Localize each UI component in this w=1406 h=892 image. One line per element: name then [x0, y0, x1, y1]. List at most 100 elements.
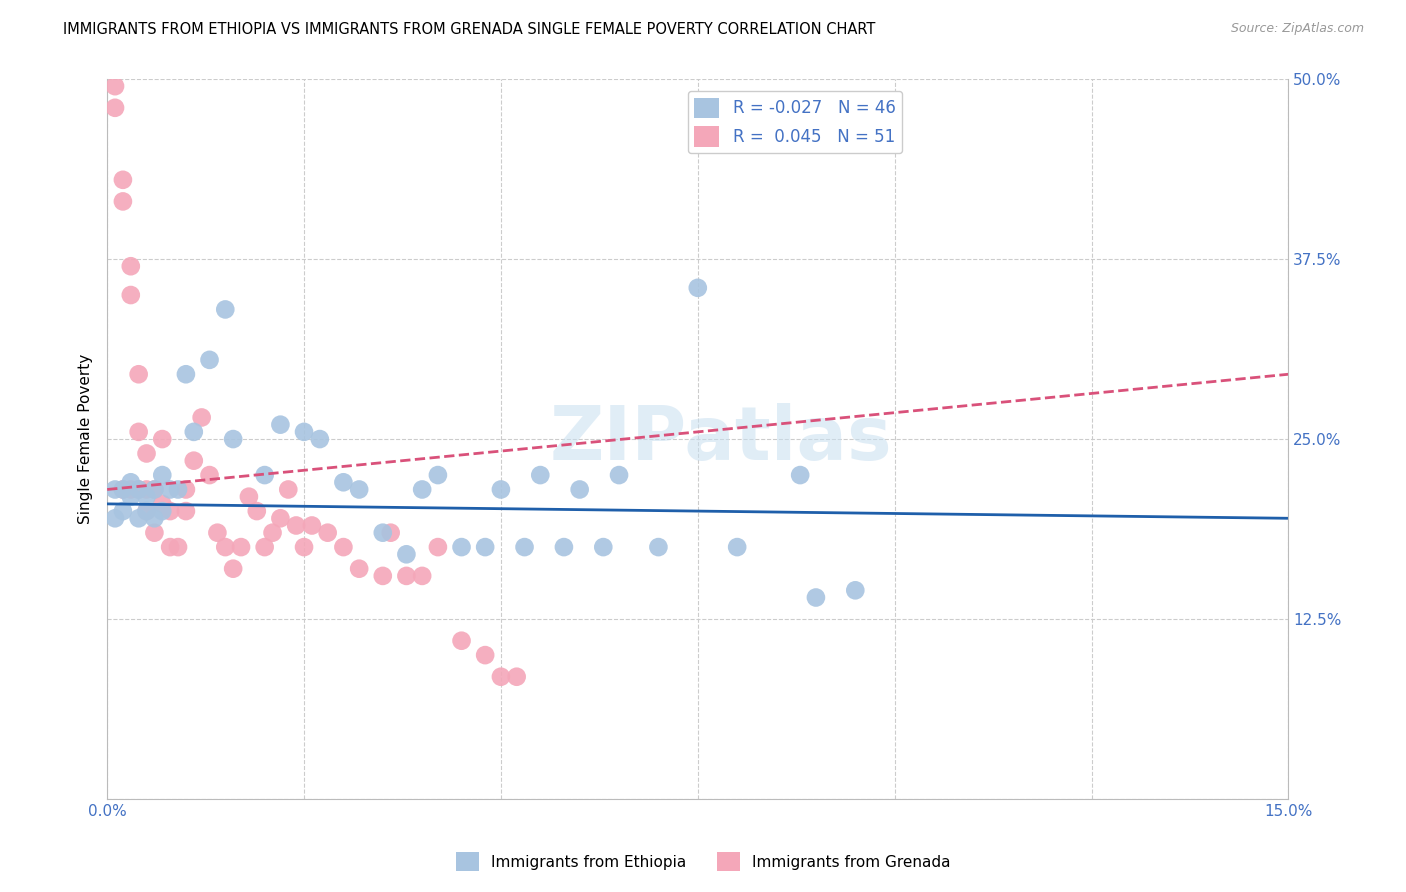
Point: [474, 540, 496, 554]
Point: [285, 518, 308, 533]
Point: [120, 475, 142, 490]
Point: [489, 670, 512, 684]
Point: [222, 432, 245, 446]
Point: [269, 511, 291, 525]
Point: [128, 483, 150, 497]
Point: [253, 540, 276, 554]
Point: [332, 540, 354, 554]
Point: [190, 410, 212, 425]
Point: [505, 670, 527, 684]
Point: [104, 483, 127, 497]
Point: [174, 504, 197, 518]
Point: [277, 483, 299, 497]
Point: [135, 504, 157, 518]
Point: [183, 425, 205, 439]
Point: [253, 468, 276, 483]
Point: [159, 483, 181, 497]
Point: [128, 511, 150, 525]
Point: [222, 562, 245, 576]
Point: [292, 425, 315, 439]
Point: [489, 483, 512, 497]
Point: [371, 569, 394, 583]
Point: [135, 446, 157, 460]
Point: [111, 504, 134, 518]
Point: [450, 540, 472, 554]
Point: [292, 540, 315, 554]
Point: [143, 483, 166, 497]
Point: [143, 525, 166, 540]
Point: [128, 425, 150, 439]
Point: [332, 475, 354, 490]
Point: [111, 483, 134, 497]
Point: [789, 468, 811, 483]
Point: [347, 562, 370, 576]
Point: [553, 540, 575, 554]
Point: [474, 648, 496, 662]
Point: [725, 540, 748, 554]
Point: [174, 368, 197, 382]
Point: [150, 497, 173, 511]
Text: ZIPatlas: ZIPatlas: [550, 402, 893, 475]
Text: IMMIGRANTS FROM ETHIOPIA VS IMMIGRANTS FROM GRENADA SINGLE FEMALE POVERTY CORREL: IMMIGRANTS FROM ETHIOPIA VS IMMIGRANTS F…: [63, 22, 876, 37]
Point: [214, 540, 236, 554]
Point: [395, 569, 418, 583]
Point: [135, 504, 157, 518]
Point: [128, 368, 150, 382]
Point: [529, 468, 551, 483]
Point: [316, 525, 339, 540]
Point: [104, 79, 127, 94]
Point: [150, 468, 173, 483]
Point: [159, 504, 181, 518]
Point: [229, 540, 252, 554]
Point: [143, 511, 166, 525]
Point: [150, 504, 173, 518]
Point: [159, 540, 181, 554]
Point: [804, 591, 827, 605]
Y-axis label: Single Female Poverty: Single Female Poverty: [79, 354, 93, 524]
Point: [450, 633, 472, 648]
Point: [371, 525, 394, 540]
Point: [411, 483, 433, 497]
Point: [120, 490, 142, 504]
Point: [308, 432, 330, 446]
Point: [143, 483, 166, 497]
Legend: R = -0.027   N = 46, R =  0.045   N = 51: R = -0.027 N = 46, R = 0.045 N = 51: [688, 91, 903, 153]
Legend: Immigrants from Ethiopia, Immigrants from Grenada: Immigrants from Ethiopia, Immigrants fro…: [450, 847, 956, 877]
Point: [167, 540, 190, 554]
Point: [844, 583, 866, 598]
Point: [183, 453, 205, 467]
Point: [120, 259, 142, 273]
Point: [246, 504, 269, 518]
Point: [111, 194, 134, 209]
Point: [214, 302, 236, 317]
Point: [104, 511, 127, 525]
Point: [120, 483, 142, 497]
Point: [104, 101, 127, 115]
Point: [120, 288, 142, 302]
Point: [592, 540, 614, 554]
Point: [686, 281, 709, 295]
Point: [269, 417, 291, 432]
Point: [167, 483, 190, 497]
Point: [262, 525, 284, 540]
Point: [301, 518, 323, 533]
Point: [607, 468, 630, 483]
Point: [395, 547, 418, 561]
Point: [135, 483, 157, 497]
Point: [207, 525, 229, 540]
Point: [198, 468, 221, 483]
Point: [426, 540, 449, 554]
Point: [426, 468, 449, 483]
Point: [347, 483, 370, 497]
Text: Source: ZipAtlas.com: Source: ZipAtlas.com: [1230, 22, 1364, 36]
Point: [111, 483, 134, 497]
Point: [568, 483, 591, 497]
Point: [513, 540, 536, 554]
Point: [647, 540, 669, 554]
Point: [174, 483, 197, 497]
Point: [380, 525, 402, 540]
Point: [411, 569, 433, 583]
Point: [135, 490, 157, 504]
Point: [111, 173, 134, 187]
Point: [128, 483, 150, 497]
